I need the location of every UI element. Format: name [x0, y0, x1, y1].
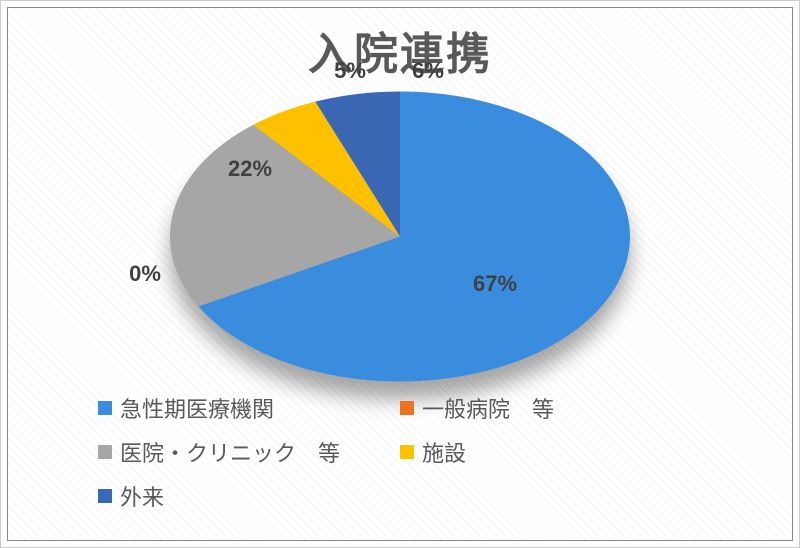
legend-swatch — [98, 489, 112, 503]
pie-svg — [170, 92, 630, 382]
legend-swatch — [98, 401, 112, 415]
legend-label: 急性期医療機関 — [120, 392, 274, 424]
legend-label: 医院・クリニック 等 — [120, 436, 340, 468]
chart-outer-frame: 入院連携 67% 0% 22% 5% 6% 急性期医療機関 一般病院 等医院・クリニック … — [0, 0, 800, 548]
pie-slice-label: 5% — [334, 58, 366, 84]
legend-item: 外来 — [98, 474, 400, 518]
pie-holder — [170, 92, 630, 387]
legend-label: 施設 — [422, 436, 466, 468]
pie-slice-label: 67% — [473, 271, 517, 297]
legend-label: 一般病院 等 — [422, 392, 554, 424]
legend-swatch — [98, 445, 112, 459]
legend-swatch — [400, 445, 414, 459]
legend-item: 施設 — [400, 430, 702, 474]
legend-item: 一般病院 等 — [400, 386, 702, 430]
chart-title: 入院連携 — [8, 18, 792, 82]
pie-slice-label: 6% — [412, 58, 444, 84]
chart-inner-frame: 入院連携 67% 0% 22% 5% 6% 急性期医療機関 一般病院 等医院・クリニック … — [7, 7, 793, 541]
chart-legend: 急性期医療機関 一般病院 等医院・クリニック 等 施設外来 — [98, 386, 702, 518]
legend-label: 外来 — [120, 480, 164, 512]
legend-item: 急性期医療機関 — [98, 386, 400, 430]
pie-slice-label: 22% — [228, 156, 272, 182]
pie-chart-area: 67%0%22%5%6% — [8, 74, 792, 404]
legend-swatch — [400, 401, 414, 415]
pie-slice-label: 0% — [129, 261, 161, 287]
legend-item: 医院・クリニック 等 — [98, 430, 400, 474]
